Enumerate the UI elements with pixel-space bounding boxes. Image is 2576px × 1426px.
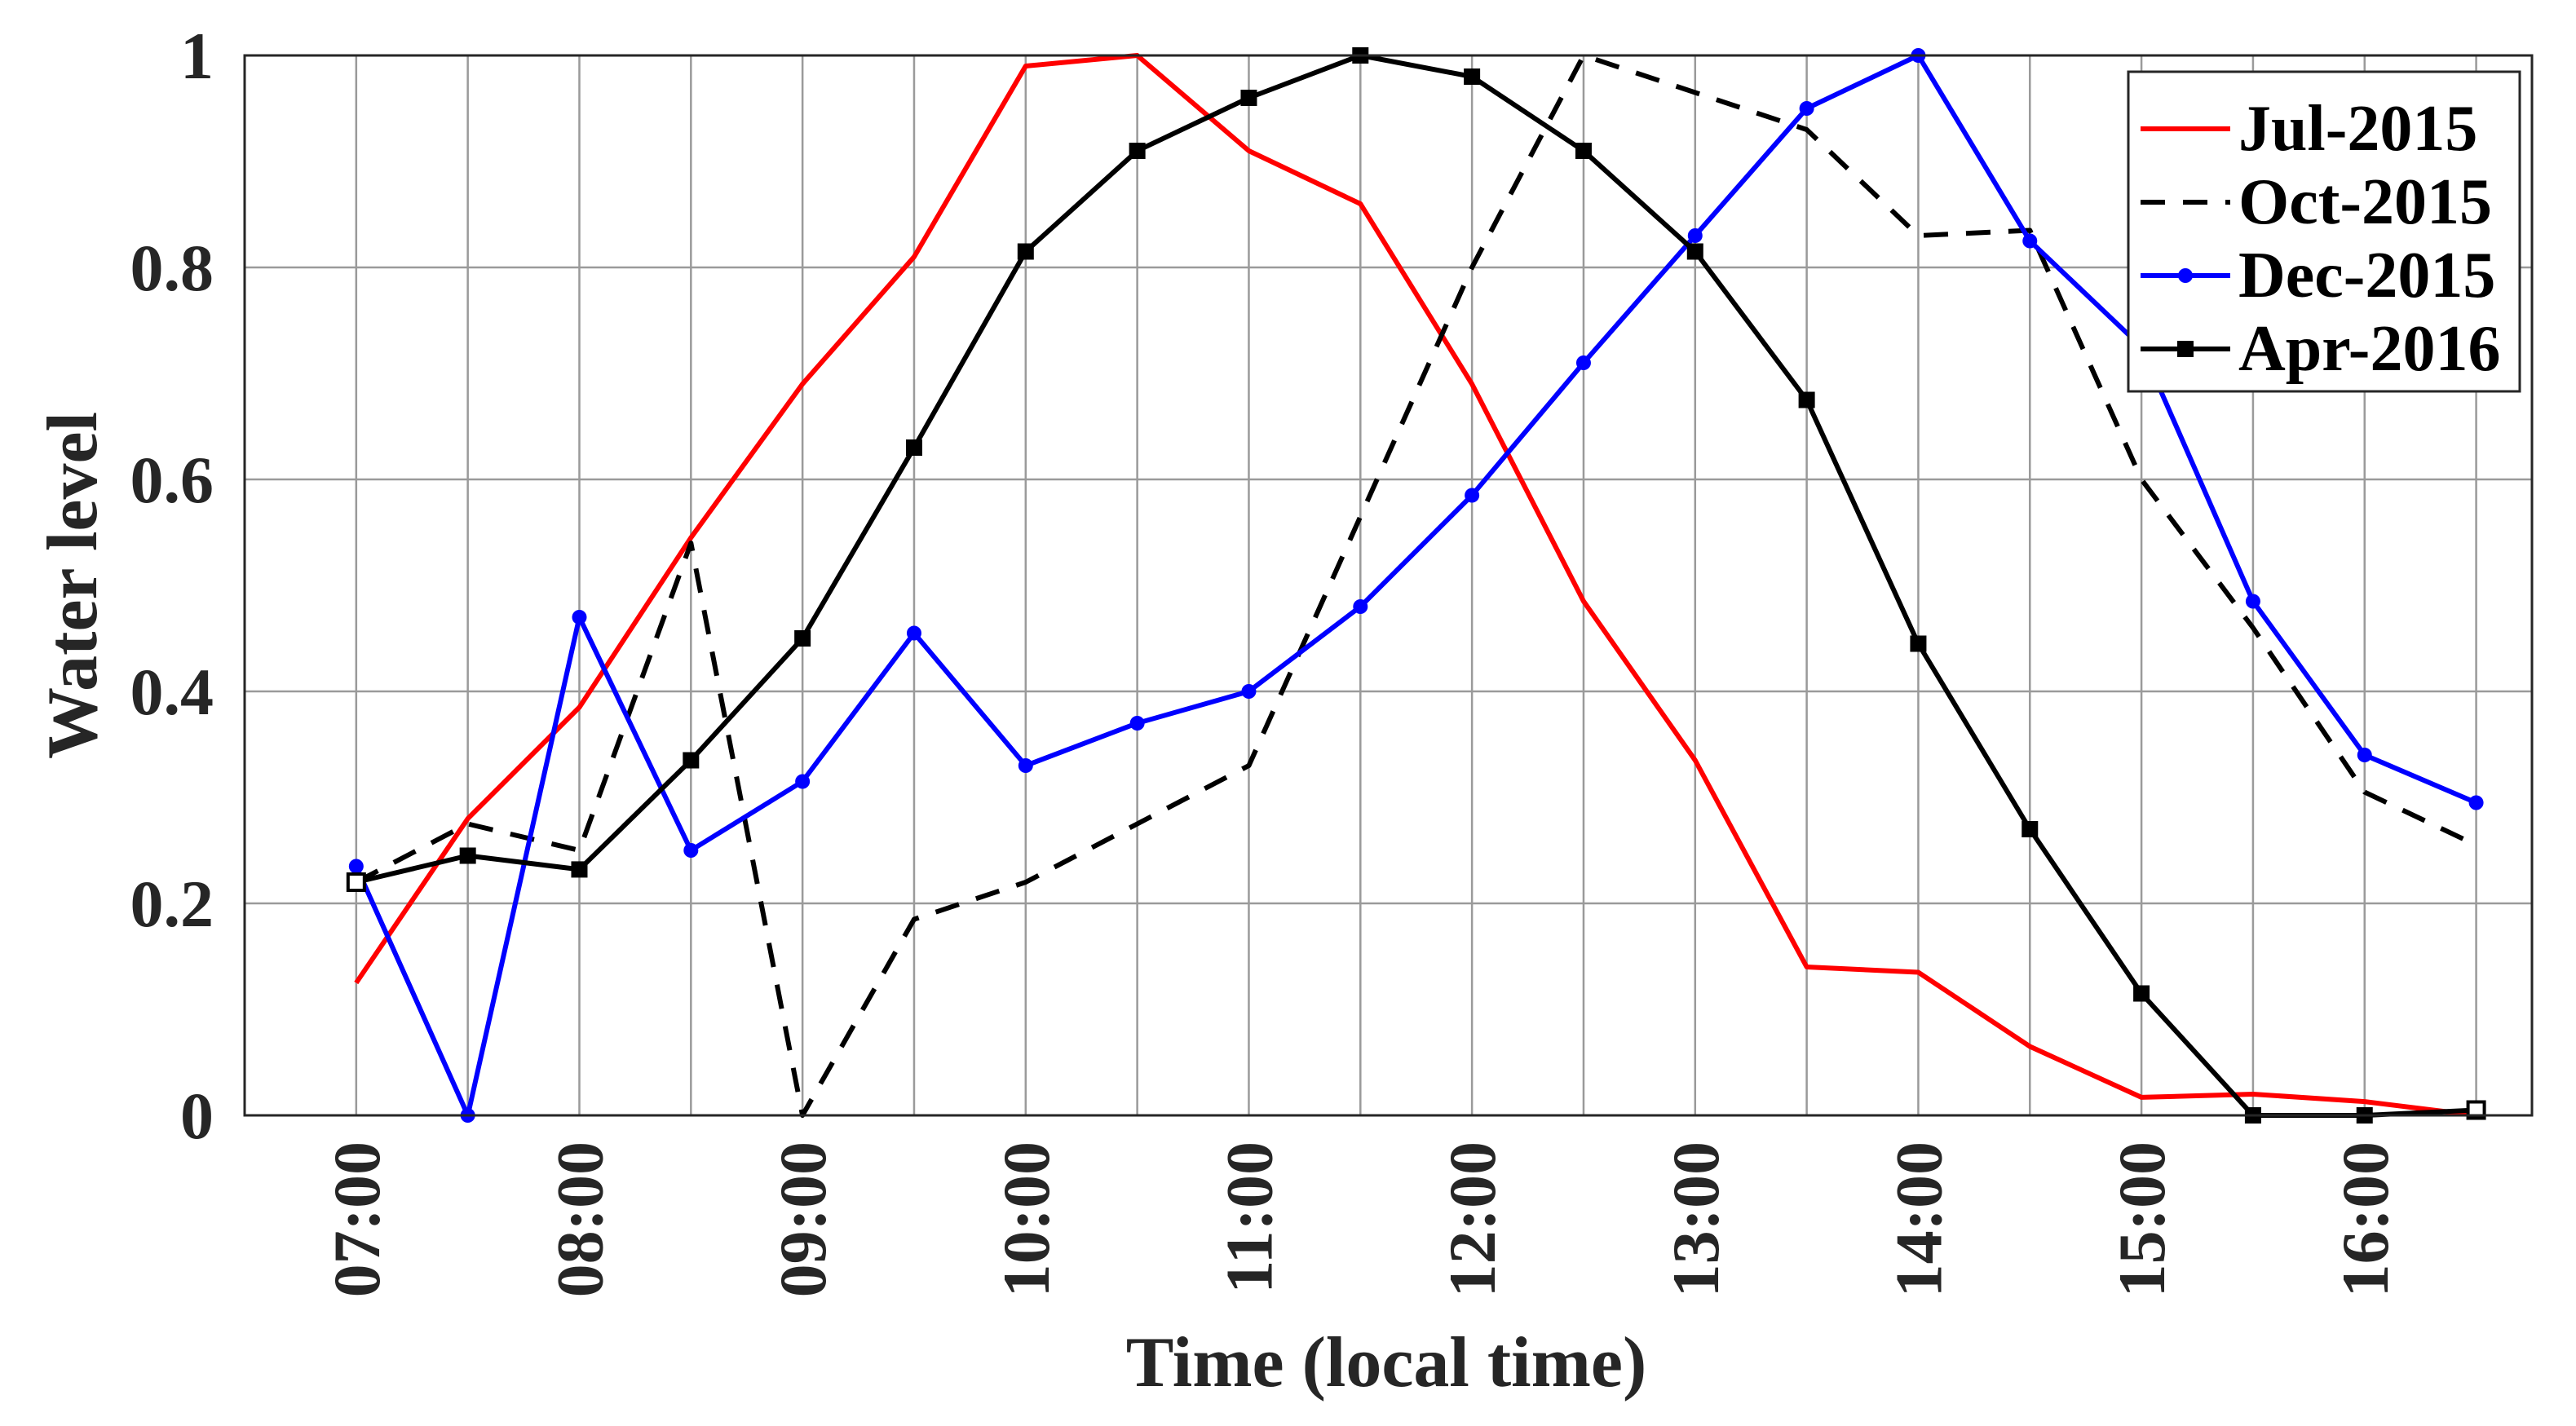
- series-dec-2015: [348, 48, 2484, 1123]
- x-tick-label: 14:00: [1881, 1141, 1955, 1297]
- data-point: [1910, 635, 1927, 652]
- data-point: [346, 872, 366, 892]
- x-tick-label: 16:00: [2328, 1141, 2402, 1297]
- legend-item-jul-2015: Jul-2015: [2141, 93, 2477, 165]
- legend-item-oct-2015: Oct-2015: [2141, 166, 2492, 238]
- x-tick-label: 10:00: [989, 1141, 1063, 1297]
- x-axis-tick-labels: 07:00 08:00 09:00 10:00 11:00 12:00 13:00 14:00…: [320, 1141, 2402, 1297]
- data-point: [1240, 90, 1257, 106]
- legend-label-apr-2016: Apr-2016: [2238, 313, 2500, 385]
- y-tick-label: 0.8: [130, 231, 214, 305]
- series-line-dec-2015: [354, 53, 2477, 1118]
- data-point: [1686, 243, 1703, 260]
- y-tick-label: 0.6: [130, 443, 214, 517]
- data-point: [1465, 488, 1480, 503]
- data-point: [1575, 143, 1592, 159]
- data-point: [1687, 228, 1703, 243]
- data-point: [572, 610, 587, 625]
- data-point: [2133, 985, 2150, 1002]
- y-tick-label: 0.4: [130, 655, 214, 729]
- legend-marker-dec-2015: [2178, 268, 2193, 283]
- legend-label-oct-2015: Oct-2015: [2238, 166, 2492, 238]
- legend-item-dec-2015: Dec-2015: [2141, 240, 2495, 311]
- data-point: [795, 774, 811, 789]
- x-tick-label: 07:00: [320, 1141, 394, 1297]
- legend: Jul-2015 Oct-2015 Dec-2015 Apr-2016: [2127, 70, 2521, 393]
- data-point: [683, 843, 699, 858]
- legend-marker-apr-2016: [2177, 341, 2194, 357]
- x-tick-label: 13:00: [1659, 1141, 1733, 1297]
- data-point: [1353, 599, 1368, 614]
- data-point: [1799, 101, 1814, 116]
- series-line-jul-2015: [354, 53, 2477, 1118]
- x-tick-label: 09:00: [766, 1141, 840, 1297]
- series-line-apr-2016: [356, 53, 2477, 1118]
- data-point: [348, 859, 364, 874]
- legend-item-apr-2016: Apr-2016: [2141, 313, 2500, 385]
- y-tick-label: 0: [180, 1079, 214, 1153]
- data-point: [1129, 143, 1146, 159]
- x-axis-title: Time (local time): [1126, 1323, 1647, 1402]
- data-point: [2357, 748, 2372, 762]
- x-tick-label: 08:00: [542, 1141, 616, 1297]
- series-jul-2015: [354, 53, 2477, 1118]
- legend-box: [2127, 70, 2521, 393]
- data-point: [1464, 68, 1481, 85]
- plot-frame: [243, 54, 2534, 1117]
- series-apr-2016: [346, 47, 2486, 1124]
- data-point: [1017, 243, 1034, 260]
- y-axis-tick-labels: 0 0.2 0.4 0.6 0.8 1: [130, 19, 214, 1153]
- data-point: [2468, 795, 2484, 810]
- data-point: [1129, 716, 1145, 731]
- data-point: [459, 847, 476, 864]
- data-point: [905, 439, 922, 456]
- data-point: [1018, 758, 1033, 773]
- data-point: [1575, 355, 1591, 370]
- y-tick-label: 0.2: [130, 867, 214, 941]
- y-axis-title: Water level: [33, 412, 113, 759]
- data-point: [906, 625, 921, 641]
- data-point: [794, 630, 811, 647]
- data-point: [1798, 391, 1815, 408]
- x-tick-label: 15:00: [2105, 1141, 2179, 1297]
- x-tick-label: 11:00: [1212, 1141, 1286, 1294]
- data-point: [2022, 233, 2038, 249]
- legend-label-dec-2015: Dec-2015: [2238, 240, 2495, 311]
- series-layer: [346, 47, 2486, 1124]
- data-point: [683, 752, 700, 769]
- data-point: [2245, 594, 2260, 609]
- x-tick-label: 12:00: [1435, 1141, 1509, 1297]
- legend-label-jul-2015: Jul-2015: [2238, 93, 2477, 165]
- y-tick-label: 1: [180, 19, 214, 93]
- data-point: [2021, 821, 2039, 837]
- data-point: [1241, 684, 1257, 699]
- data-point: [571, 861, 588, 878]
